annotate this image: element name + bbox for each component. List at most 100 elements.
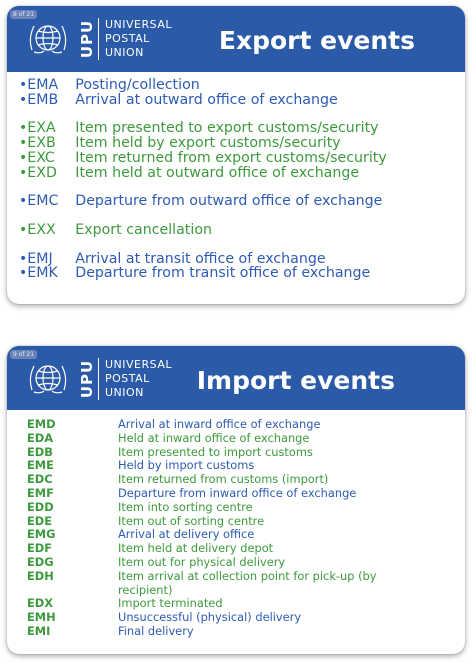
event-description: Arrival at transit office of exchange bbox=[75, 250, 326, 267]
bullet-icon: • bbox=[19, 149, 28, 166]
event-group: •EXA Item presented to export customs/sec… bbox=[19, 121, 459, 180]
event-code: EMC bbox=[27, 193, 59, 210]
event-code: EDX bbox=[27, 596, 54, 611]
event-description: Item returned from export customs/securi… bbox=[75, 149, 387, 166]
slide-header: 9 of 21 UPU UNIVERSAL POSTAL UNION Impor… bbox=[7, 346, 465, 410]
event-description: Item held at delivery depot bbox=[118, 541, 274, 556]
table-row: EDA Held at inward office of exchange bbox=[7, 430, 465, 446]
event-code: EDA bbox=[27, 430, 54, 445]
event-description: Final delivery bbox=[118, 623, 194, 638]
event-description: Departure from outward office of exchang… bbox=[75, 193, 383, 210]
upu-vertical-text: UPU bbox=[78, 359, 97, 399]
slide-title: Import events bbox=[196, 366, 395, 395]
event-description: Arrival at inward office of exchange bbox=[118, 417, 321, 431]
event-code: EMA bbox=[27, 77, 59, 93]
event-code: EDC bbox=[27, 472, 53, 487]
event-code: EMJ bbox=[27, 250, 53, 267]
org-name: UNIVERSAL POSTAL UNION bbox=[105, 358, 172, 399]
event-description: Export cancellation bbox=[75, 221, 212, 238]
event-code: EMK bbox=[27, 265, 58, 282]
import-events-slide: 9 of 21 UPU UNIVERSAL POSTAL UNION Impor… bbox=[7, 346, 465, 654]
header-divider bbox=[98, 18, 99, 60]
event-item: •EMC Departure from outward office of exc… bbox=[19, 194, 459, 209]
org-name: UNIVERSAL POSTAL UNION bbox=[105, 18, 172, 59]
event-code: EMH bbox=[27, 610, 56, 625]
event-group: •EXX Export cancellation bbox=[19, 223, 459, 238]
event-description: Item into sorting centre bbox=[118, 499, 253, 514]
event-group: •EMJ Arrival at transit office of exchang… bbox=[19, 250, 459, 281]
event-item: •EXC Item returned from export customs/se… bbox=[19, 149, 459, 166]
event-item: •EMB Arrival at outward office of exchang… bbox=[19, 91, 459, 108]
event-code: EMF bbox=[27, 485, 54, 500]
export-event-list: •EMA Posting/collection •EMB Arrival at out… bbox=[19, 78, 459, 295]
table-row: EDF Item held at delivery depot bbox=[7, 541, 465, 556]
event-item: •EXA Item presented to export customs/sec… bbox=[19, 121, 459, 136]
table-row: EDE Item out of sorting centre bbox=[7, 513, 465, 529]
slide-title: Export events bbox=[218, 26, 415, 55]
event-code: EDB bbox=[27, 444, 53, 459]
event-description: Unsuccessful (physical) delivery bbox=[118, 610, 302, 625]
bullet-icon: • bbox=[19, 193, 28, 210]
bullet-icon: • bbox=[19, 164, 28, 181]
event-description: Held at inward office of exchange bbox=[118, 430, 310, 445]
event-item: •EXB Item held by export customs/security bbox=[19, 136, 459, 151]
event-description: Item out of sorting centre bbox=[118, 513, 265, 528]
bullet-icon: • bbox=[19, 265, 28, 282]
event-code: EXD bbox=[27, 164, 57, 181]
export-events-slide: 8 of 21 UPU UNIVERSAL POSTAL UNION Expor… bbox=[7, 6, 465, 304]
bullet-icon: • bbox=[19, 250, 28, 267]
event-group: •EMC Departure from outward office of exc… bbox=[19, 194, 459, 209]
upu-vertical-text: UPU bbox=[78, 19, 97, 59]
event-code: EDF bbox=[27, 541, 53, 556]
event-description: Arrival at outward office of exchange bbox=[75, 91, 338, 108]
table-row: EDB Item presented to import customs bbox=[7, 444, 465, 460]
table-row: EMG Arrival at delivery office bbox=[7, 528, 465, 542]
bullet-icon: • bbox=[19, 221, 28, 238]
event-code: EDG bbox=[27, 554, 54, 569]
event-code: EXA bbox=[27, 120, 56, 137]
event-description: Item held by export customs/security bbox=[75, 135, 341, 152]
event-code: EDH bbox=[27, 568, 54, 583]
event-code: EME bbox=[27, 458, 54, 473]
event-item: •EXX Export cancellation bbox=[19, 223, 459, 238]
event-code: EXC bbox=[27, 149, 55, 166]
import-event-table: EMD Arrival at inward office of exchange E… bbox=[7, 417, 465, 639]
upu-logo-icon bbox=[29, 365, 67, 394]
event-description: Item arrival at collection point for pic… bbox=[118, 568, 377, 597]
bullet-icon: • bbox=[19, 120, 28, 137]
event-item: •EMJ Arrival at transit office of exchang… bbox=[19, 250, 459, 267]
event-group: •EMA Posting/collection •EMB Arrival at out… bbox=[19, 78, 459, 107]
table-row: EMH Unsuccessful (physical) delivery bbox=[7, 610, 465, 625]
table-row: EMD Arrival at inward office of exchange bbox=[7, 417, 465, 432]
event-description: Item presented to export customs/securit… bbox=[75, 120, 379, 137]
bullet-icon: • bbox=[19, 91, 28, 108]
event-item: •EMA Posting/collection bbox=[19, 78, 459, 93]
event-description: Item presented to import customs bbox=[118, 444, 313, 459]
event-description: Item out for physical delivery bbox=[118, 554, 286, 569]
event-description: Arrival at delivery office bbox=[118, 527, 255, 542]
event-description: Item returned from customs (import) bbox=[118, 472, 329, 487]
event-code: EDE bbox=[27, 513, 53, 528]
event-code: EDD bbox=[27, 499, 54, 514]
table-row: EDD Item into sorting centre bbox=[7, 499, 465, 515]
event-description: Item held at outward office of exchange bbox=[75, 164, 360, 181]
table-row: EDH Item arrival at collection point for … bbox=[7, 568, 465, 598]
event-description: Import terminated bbox=[118, 596, 223, 611]
event-item: •EXD Item held at outward office of excha… bbox=[19, 164, 459, 181]
event-description: Held by import customs bbox=[118, 458, 255, 473]
event-description: Departure from transit office of exchang… bbox=[75, 265, 371, 282]
table-row: EME Held by import customs bbox=[7, 459, 465, 473]
event-code: EMI bbox=[27, 623, 51, 638]
table-row: EMI Final delivery bbox=[7, 623, 465, 639]
table-row: EDG Item out for physical delivery bbox=[7, 554, 465, 570]
header-divider bbox=[98, 358, 99, 400]
bullet-icon: • bbox=[19, 135, 28, 152]
table-row: EMF Departure from inward office of excha… bbox=[7, 485, 465, 501]
event-code: EMD bbox=[27, 417, 56, 431]
event-code: EMB bbox=[27, 91, 59, 108]
event-code: EXB bbox=[27, 135, 56, 152]
event-description: Posting/collection bbox=[75, 77, 200, 93]
event-item: •EMK Departure from transit office of exc… bbox=[19, 266, 459, 281]
event-code: EXX bbox=[27, 221, 56, 238]
table-row: EDX Import terminated bbox=[7, 597, 465, 611]
